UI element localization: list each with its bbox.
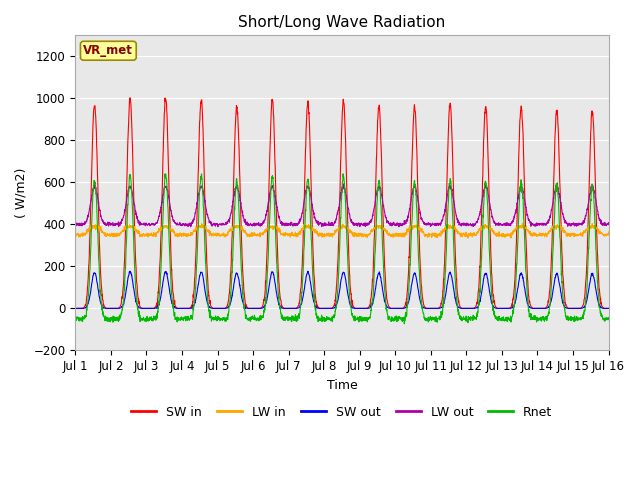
SW in <box>126 95 134 101</box>
LW out <box>220 222 228 228</box>
LW in <box>507 235 515 241</box>
LW in <box>518 221 526 227</box>
LW out <box>605 220 612 226</box>
SW out <box>557 294 565 300</box>
LW in <box>558 227 566 233</box>
SW in <box>573 305 580 311</box>
SW in <box>72 305 79 311</box>
LW in <box>605 229 612 235</box>
SW out <box>369 300 377 305</box>
SW in <box>605 305 612 311</box>
Line: Rnet: Rnet <box>76 174 609 324</box>
Rnet <box>161 171 169 177</box>
LW in <box>573 231 580 237</box>
SW out <box>573 305 580 311</box>
Line: SW in: SW in <box>76 98 609 308</box>
LW out <box>497 222 505 228</box>
Line: LW in: LW in <box>76 224 609 238</box>
SW out <box>72 305 79 311</box>
X-axis label: Time: Time <box>326 379 357 392</box>
Rnet <box>497 316 505 322</box>
LW out <box>369 209 377 215</box>
Title: Short/Long Wave Radiation: Short/Long Wave Radiation <box>238 15 445 30</box>
SW out <box>605 305 612 311</box>
SW in <box>369 276 377 281</box>
Rnet <box>605 315 612 321</box>
SW in <box>220 305 228 311</box>
Line: SW out: SW out <box>76 271 609 308</box>
LW out <box>339 181 347 187</box>
Legend: SW in, LW in, SW out, LW out, Rnet: SW in, LW in, SW out, LW out, Rnet <box>127 401 557 424</box>
LW out <box>187 224 195 229</box>
LW in <box>369 228 376 234</box>
Rnet <box>358 316 365 322</box>
Rnet <box>558 280 566 286</box>
LW out <box>558 206 566 212</box>
SW in <box>497 305 505 311</box>
SW out <box>497 305 505 311</box>
Line: LW out: LW out <box>76 184 609 227</box>
LW in <box>220 233 228 239</box>
Rnet <box>573 314 580 320</box>
LW in <box>497 233 504 239</box>
SW out <box>220 305 228 311</box>
LW in <box>357 231 365 237</box>
Rnet <box>220 315 228 321</box>
Rnet <box>369 297 377 302</box>
Rnet <box>72 316 79 322</box>
SW in <box>557 239 565 245</box>
LW out <box>573 223 580 229</box>
LW out <box>72 222 79 228</box>
SW out <box>126 268 134 274</box>
SW out <box>358 305 365 311</box>
LW in <box>72 233 79 239</box>
Y-axis label: ( W/m2): ( W/m2) <box>15 168 28 218</box>
Rnet <box>401 321 408 326</box>
SW in <box>358 305 365 311</box>
LW out <box>358 221 365 227</box>
Text: VR_met: VR_met <box>83 44 133 57</box>
